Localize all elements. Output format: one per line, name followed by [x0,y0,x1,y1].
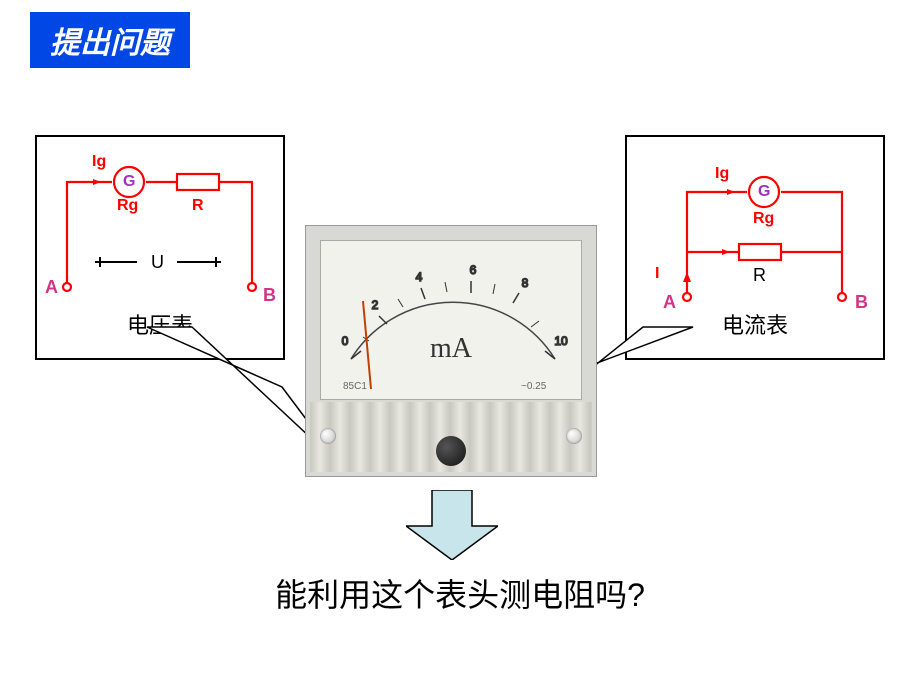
svg-text:8: 8 [522,276,529,290]
meter-model-left: 85C1 [343,381,367,392]
meter-unit: mA [321,333,581,365]
meter-knob [436,436,466,466]
vm-label-r: R [192,197,204,215]
vm-label-b: B [263,285,276,306]
screw-icon [566,428,582,444]
meter-model-right: ~0.25 [521,381,547,392]
am-label-i: I [655,265,659,283]
svg-text:4: 4 [416,270,423,284]
am-label-r: R [753,265,766,286]
question-text: 能利用这个表头测电阻吗? [0,570,920,616]
vm-label-ig: Ig [92,153,106,171]
am-label-g: G [758,183,770,201]
svg-text:6: 6 [470,263,477,277]
vm-label-a: A [45,277,58,298]
vm-label-g: G [123,173,135,191]
screw-icon [320,428,336,444]
voltmeter-panel: Ig G Rg R U A B 电压表 [35,135,285,360]
meter: 0 2 4 6 8 10 85C1 ~0.25 mA [305,225,597,477]
am-label-ig: Ig [715,165,729,183]
vm-ig-arrow [93,179,101,185]
vm-label-rg: Rg [117,197,138,215]
down-arrow-icon [406,490,498,560]
am-i-arrow [683,272,691,282]
am-branch-arrow [722,249,730,255]
meter-scale: 0 2 4 6 8 10 85C1 ~0.25 [321,241,585,401]
svg-text:2: 2 [372,298,379,312]
ammeter-panel: Ig G Rg R I A B 电流表 [625,135,885,360]
am-ig-arrow [727,189,735,195]
am-label-rg: Rg [753,210,774,228]
title-box: 提出问题 [30,12,190,68]
page-title: 提出问题 [50,27,170,60]
vm-label-u: U [151,252,164,273]
meter-face: 0 2 4 6 8 10 85C1 ~0.25 mA [320,240,582,400]
